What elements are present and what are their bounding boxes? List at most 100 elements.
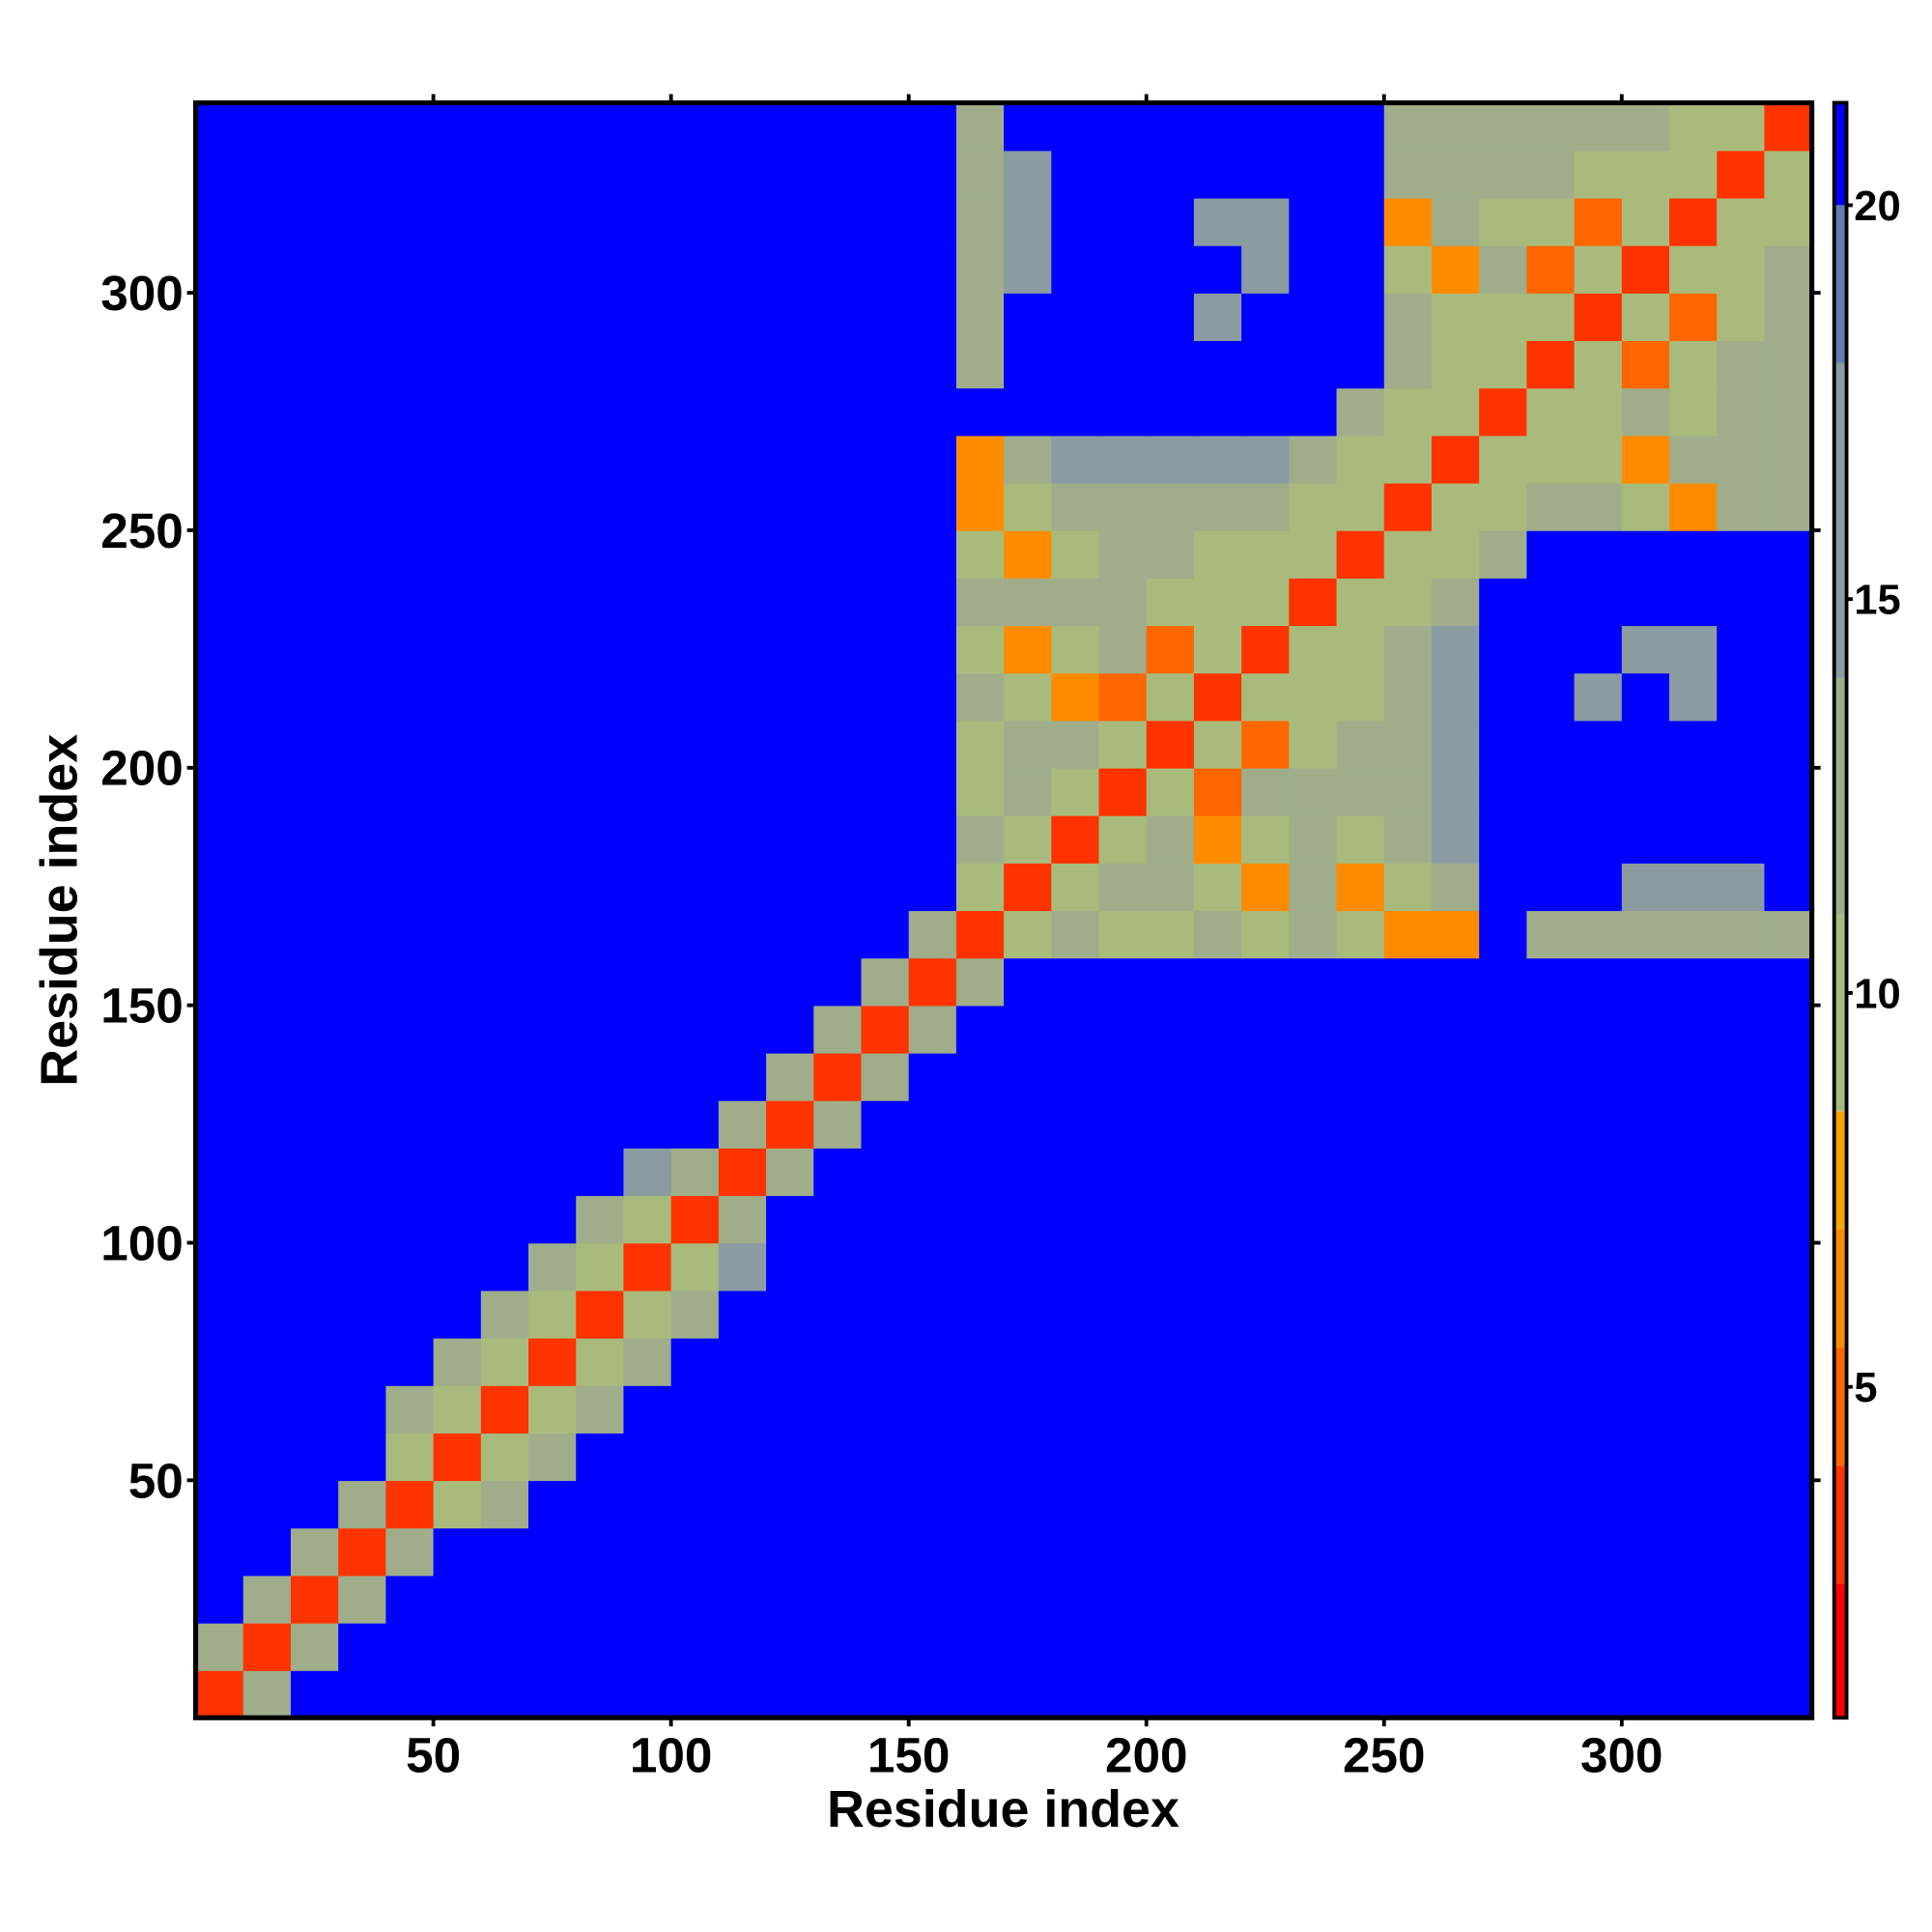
heatmap-cell xyxy=(766,340,815,389)
heatmap-cell xyxy=(1383,482,1433,531)
heatmap-cell xyxy=(623,1290,672,1339)
heatmap-cell xyxy=(433,1480,482,1529)
heatmap-cell xyxy=(766,482,815,531)
heatmap-cell xyxy=(623,578,672,627)
heatmap-cell xyxy=(1717,482,1766,531)
heatmap-cell xyxy=(1193,1148,1242,1197)
heatmap-cell xyxy=(623,1005,672,1054)
heatmap-cell xyxy=(1004,1099,1053,1149)
heatmap-cell xyxy=(1621,340,1670,389)
heatmap-cell xyxy=(1146,1052,1195,1101)
heatmap-cell xyxy=(290,1195,339,1244)
heatmap-cell xyxy=(195,293,244,342)
heatmap-cell xyxy=(1621,1195,1670,1244)
heatmap-cell xyxy=(1431,957,1480,1007)
heatmap-cell xyxy=(1479,863,1528,912)
heatmap-cell xyxy=(1051,1242,1100,1292)
heatmap-cell xyxy=(1289,482,1338,531)
heatmap-cell xyxy=(1431,672,1480,722)
heatmap-cell xyxy=(670,957,720,1007)
heatmap-cell xyxy=(718,1195,767,1244)
heatmap-cell xyxy=(813,1052,863,1101)
heatmap-cell xyxy=(1717,625,1766,674)
heatmap-cell xyxy=(242,482,292,531)
heatmap-cell xyxy=(1098,1337,1148,1386)
heatmap-cell xyxy=(1004,767,1053,816)
heatmap-cell xyxy=(195,1290,244,1339)
heatmap-cell xyxy=(480,1290,529,1339)
heatmap-cell xyxy=(955,863,1005,912)
heatmap-cell xyxy=(576,1433,625,1482)
heatmap-cell xyxy=(766,435,815,484)
heatmap-cell xyxy=(1193,578,1242,627)
heatmap-cell xyxy=(1336,1622,1385,1671)
heatmap-cell xyxy=(1004,1290,1053,1339)
heatmap-cell xyxy=(1764,1242,1813,1292)
heatmap-cell xyxy=(955,293,1005,342)
heatmap-cell xyxy=(1146,1099,1195,1149)
heatmap-cell xyxy=(1621,150,1670,199)
heatmap-cell xyxy=(576,150,625,199)
heatmap-cell xyxy=(1383,340,1433,389)
heatmap-cell xyxy=(1717,1385,1766,1434)
heatmap-cell xyxy=(338,1005,387,1054)
heatmap-cell xyxy=(1431,720,1480,769)
heatmap-cell xyxy=(1526,102,1576,152)
heatmap-cell xyxy=(290,1670,339,1719)
heatmap-cell xyxy=(1717,672,1766,722)
heatmap-cell xyxy=(1146,197,1195,246)
heatmap-cell xyxy=(576,1195,625,1244)
heatmap-cell xyxy=(1383,1005,1433,1054)
heatmap-cell xyxy=(766,529,815,579)
heatmap-cell xyxy=(290,150,339,199)
heatmap-cell xyxy=(290,387,339,437)
heatmap-cell xyxy=(766,387,815,437)
heatmap-cell xyxy=(433,482,482,531)
heatmap-cell xyxy=(861,1148,910,1197)
heatmap-cell xyxy=(670,1195,720,1244)
heatmap-cell xyxy=(670,863,720,912)
heatmap-cell xyxy=(338,1242,387,1292)
heatmap-cell xyxy=(1669,340,1718,389)
heatmap-cell xyxy=(718,1099,767,1149)
heatmap-cell xyxy=(1289,1385,1338,1434)
heatmap-cell xyxy=(1289,1099,1338,1149)
heatmap-cell xyxy=(433,1385,482,1434)
heatmap-cell xyxy=(1193,1099,1242,1149)
heatmap-cell xyxy=(480,1622,529,1671)
heatmap-cell xyxy=(1526,672,1576,722)
heatmap-cell xyxy=(338,102,387,152)
heatmap-cell xyxy=(433,102,482,152)
heatmap-cell xyxy=(813,244,863,294)
heatmap-cell xyxy=(1764,1575,1813,1624)
heatmap-cell xyxy=(338,625,387,674)
heatmap-cell xyxy=(433,910,482,959)
heatmap-cell xyxy=(670,910,720,959)
heatmap-cell xyxy=(1146,1527,1195,1577)
heatmap-cell xyxy=(1431,1670,1480,1719)
colorbar-segment xyxy=(1833,362,1847,678)
heatmap-cell xyxy=(908,435,957,484)
heatmap-cell xyxy=(576,1005,625,1054)
heatmap-cell xyxy=(1574,387,1623,437)
heatmap-cell xyxy=(1336,578,1385,627)
heatmap-cell xyxy=(242,1622,292,1671)
heatmap-cell xyxy=(670,1385,720,1434)
heatmap-cell xyxy=(670,1480,720,1529)
heatmap-cell xyxy=(480,910,529,959)
heatmap-cell xyxy=(1717,435,1766,484)
heatmap-cell xyxy=(338,720,387,769)
heatmap-cell xyxy=(718,102,767,152)
heatmap-cell xyxy=(1574,578,1623,627)
heatmap-cell xyxy=(1098,1480,1148,1529)
heatmap-cell xyxy=(1241,1195,1291,1244)
heatmap-cell xyxy=(528,625,577,674)
heatmap-cell xyxy=(528,1575,577,1624)
heatmap-cell xyxy=(1336,814,1385,864)
heatmap-cell xyxy=(955,197,1005,246)
heatmap-cell xyxy=(1574,197,1623,246)
heatmap-cell xyxy=(1004,863,1053,912)
heatmap-cell xyxy=(1336,150,1385,199)
heatmap-cell xyxy=(528,387,577,437)
